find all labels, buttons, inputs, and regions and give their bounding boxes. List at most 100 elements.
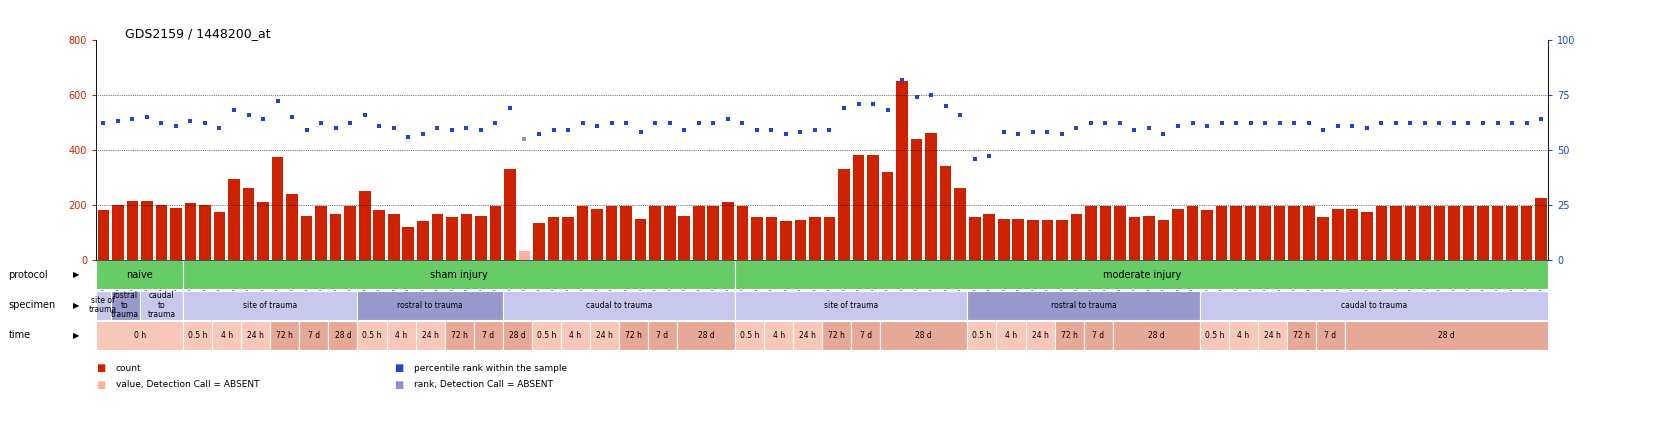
Bar <box>415 321 444 350</box>
Text: rostral
to
trauma: rostral to trauma <box>111 291 139 319</box>
Bar <box>531 321 561 350</box>
Bar <box>96 290 111 320</box>
Bar <box>242 321 270 350</box>
Text: 72 h: 72 h <box>624 331 642 340</box>
Bar <box>444 321 473 350</box>
Bar <box>170 207 182 260</box>
Bar <box>1157 220 1168 260</box>
Bar <box>591 209 602 260</box>
Bar <box>1099 206 1111 260</box>
Text: 72 h: 72 h <box>450 331 467 340</box>
Bar <box>1286 321 1316 350</box>
Bar <box>548 217 559 260</box>
Bar <box>1228 321 1258 350</box>
Text: 0.5 h: 0.5 h <box>189 331 207 340</box>
Bar <box>1506 206 1518 260</box>
Bar <box>1476 206 1488 260</box>
Bar <box>983 214 995 260</box>
Text: 28 d: 28 d <box>1438 331 1455 340</box>
Bar <box>98 210 109 260</box>
Bar <box>1187 206 1198 260</box>
Text: 24 h: 24 h <box>422 331 439 340</box>
Text: rostral to trauma: rostral to trauma <box>1051 301 1115 309</box>
Bar <box>243 188 255 260</box>
Bar <box>503 169 515 260</box>
Bar <box>880 172 892 260</box>
Bar <box>139 290 184 320</box>
Bar <box>736 206 748 260</box>
Text: 7 d: 7 d <box>1091 331 1104 340</box>
Bar <box>1056 220 1067 260</box>
Bar <box>763 321 793 350</box>
Bar <box>967 321 996 350</box>
Bar <box>751 217 763 260</box>
Text: ▶: ▶ <box>73 301 79 309</box>
Bar <box>228 178 240 260</box>
Bar <box>780 221 791 260</box>
Bar <box>1433 206 1445 260</box>
Text: 4 h: 4 h <box>569 331 581 340</box>
Bar <box>1129 217 1140 260</box>
Bar <box>1026 220 1038 260</box>
Bar <box>1446 206 1460 260</box>
Bar <box>374 210 386 260</box>
Bar <box>1200 290 1547 320</box>
Text: 4 h: 4 h <box>396 331 407 340</box>
Text: 0.5 h: 0.5 h <box>362 331 381 340</box>
Bar <box>286 194 298 260</box>
Bar <box>1245 206 1256 260</box>
Text: ▶: ▶ <box>73 331 79 340</box>
Bar <box>199 205 210 260</box>
Bar <box>809 217 821 260</box>
Bar <box>96 321 184 350</box>
Bar <box>1418 206 1430 260</box>
Bar <box>1344 321 1547 350</box>
Bar <box>1461 206 1473 260</box>
Bar <box>589 321 619 350</box>
Bar <box>213 212 225 260</box>
Bar <box>1491 206 1503 260</box>
Text: naive: naive <box>126 270 152 280</box>
Text: 28 d: 28 d <box>697 331 713 340</box>
Bar <box>1288 206 1299 260</box>
Bar <box>1230 206 1241 260</box>
Bar <box>967 290 1200 320</box>
Text: ■: ■ <box>96 380 106 390</box>
Bar <box>953 188 965 260</box>
Bar <box>271 157 283 260</box>
Bar <box>1084 206 1096 260</box>
Bar <box>576 206 588 260</box>
Bar <box>1200 210 1211 260</box>
Text: GDS2159 / 1448200_at: GDS2159 / 1448200_at <box>126 27 270 40</box>
Bar <box>329 214 341 260</box>
Bar <box>1172 209 1183 260</box>
Bar <box>1024 321 1054 350</box>
Bar <box>1069 214 1081 260</box>
Bar <box>1041 220 1053 260</box>
Bar <box>1360 212 1372 260</box>
Bar <box>212 321 242 350</box>
Bar <box>1519 206 1531 260</box>
Text: 7 d: 7 d <box>482 331 493 340</box>
Bar <box>998 218 1010 260</box>
Bar <box>1389 206 1400 260</box>
Text: site of trauma: site of trauma <box>824 301 877 309</box>
Text: protocol: protocol <box>8 270 48 280</box>
Bar <box>823 321 851 350</box>
Bar <box>735 290 967 320</box>
Bar <box>1258 321 1286 350</box>
Bar <box>996 321 1024 350</box>
Bar <box>647 321 677 350</box>
Bar <box>445 217 457 260</box>
Bar <box>184 290 357 320</box>
Bar <box>184 260 735 289</box>
Bar <box>968 217 980 260</box>
Text: 24 h: 24 h <box>1031 331 1048 340</box>
Bar <box>1331 209 1342 260</box>
Bar <box>1346 209 1357 260</box>
Bar <box>707 206 718 260</box>
Bar <box>880 321 967 350</box>
Text: 72 h: 72 h <box>276 331 293 340</box>
Text: 0.5 h: 0.5 h <box>536 331 556 340</box>
Bar <box>679 216 690 260</box>
